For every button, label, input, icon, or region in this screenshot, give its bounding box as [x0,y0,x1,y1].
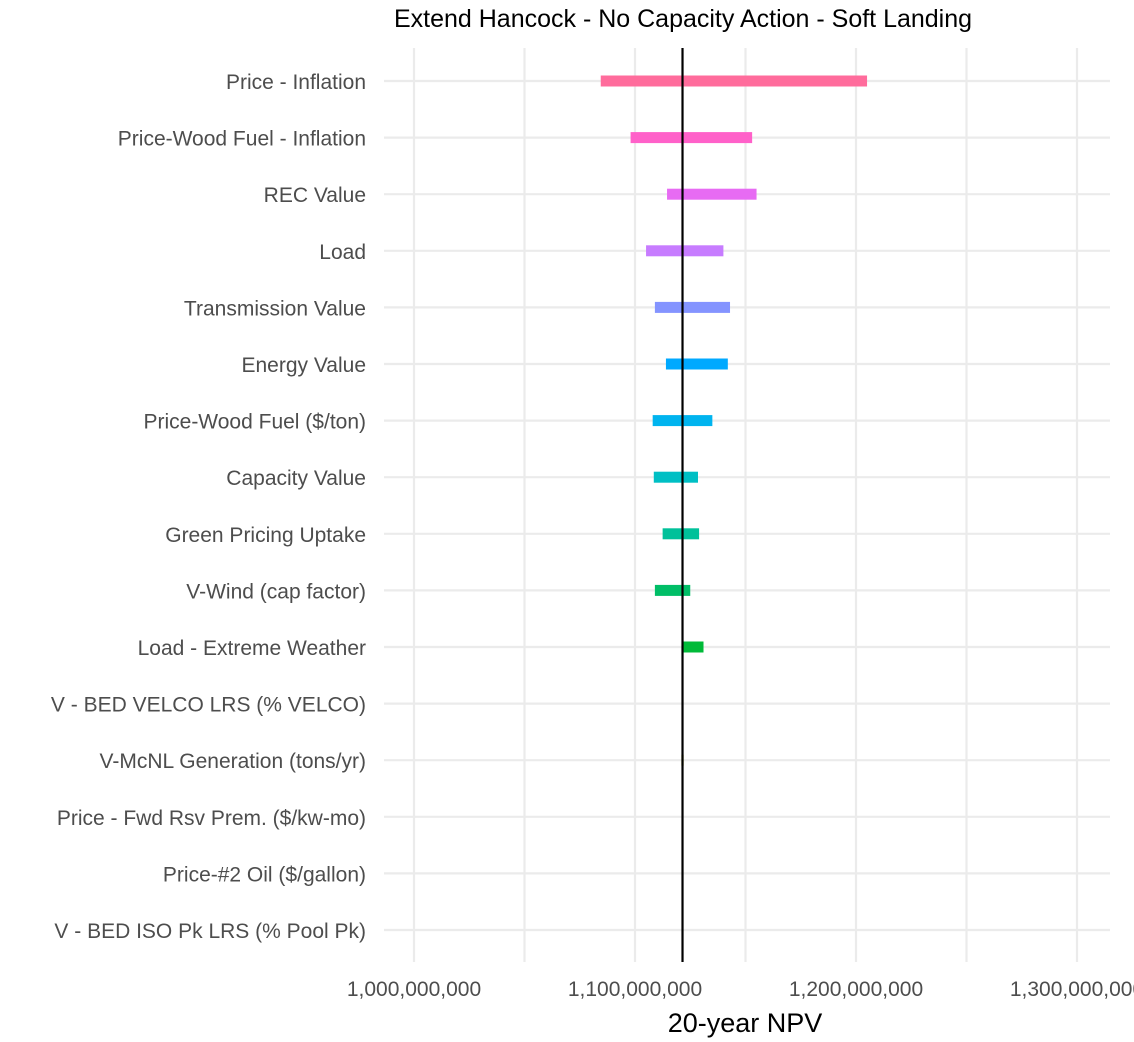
x-axis-title: 20-year NPV [668,1008,823,1038]
range-bar [646,245,724,257]
category-label: REC Value [264,184,366,207]
range-bar [654,584,691,596]
category-label: V - BED ISO Pk LRS (% Pool Pk) [54,920,366,943]
category-label: V-Wind (cap factor) [186,580,366,603]
category-labels: Price - Inflation Price-Wood Fuel - Infla… [51,71,366,943]
range-bar [653,471,698,483]
range-bar [665,358,728,370]
category-label: Green Pricing Uptake [165,524,366,547]
range-bar [600,75,868,87]
category-label: Energy Value [241,354,366,377]
category-label: Load [319,241,366,264]
category-label: Price - Fwd Rsv Prem. ($/kw-mo) [57,807,366,830]
category-label: Price-Wood Fuel - Inflation [118,128,366,151]
category-label: Capacity Value [226,467,366,490]
category-label: Price-#2 Oil ($/gallon) [163,863,366,886]
range-bar [682,641,704,653]
category-label: Price - Inflation [226,71,366,94]
x-tick-label: 1,000,000,000 [347,978,481,1001]
category-label: Load - Extreme Weather [138,637,366,660]
category-label: V - BED VELCO LRS (% VELCO) [51,694,366,717]
x-tick-label: 1,200,000,000 [789,978,923,1001]
range-bar [654,301,731,313]
category-label: Price-Wood Fuel ($/ton) [143,411,366,434]
x-tick-label: 1,300,000,000 [1010,978,1134,1001]
category-label: Transmission Value [184,297,366,320]
bars [600,75,868,823]
category-label: V-McNL Generation (tons/yr) [100,750,366,773]
grid-lines [384,48,1110,962]
x-tick-labels: 1,000,000,000 1,100,000,000 1,200,000,000 1… [347,978,1134,1001]
x-tick-label: 1,100,000,000 [568,978,702,1001]
range-bar [630,132,753,144]
range-bar [662,528,700,540]
chart-title: Extend Hancock - No Capacity Action - So… [394,5,972,33]
range-bar [667,188,757,200]
